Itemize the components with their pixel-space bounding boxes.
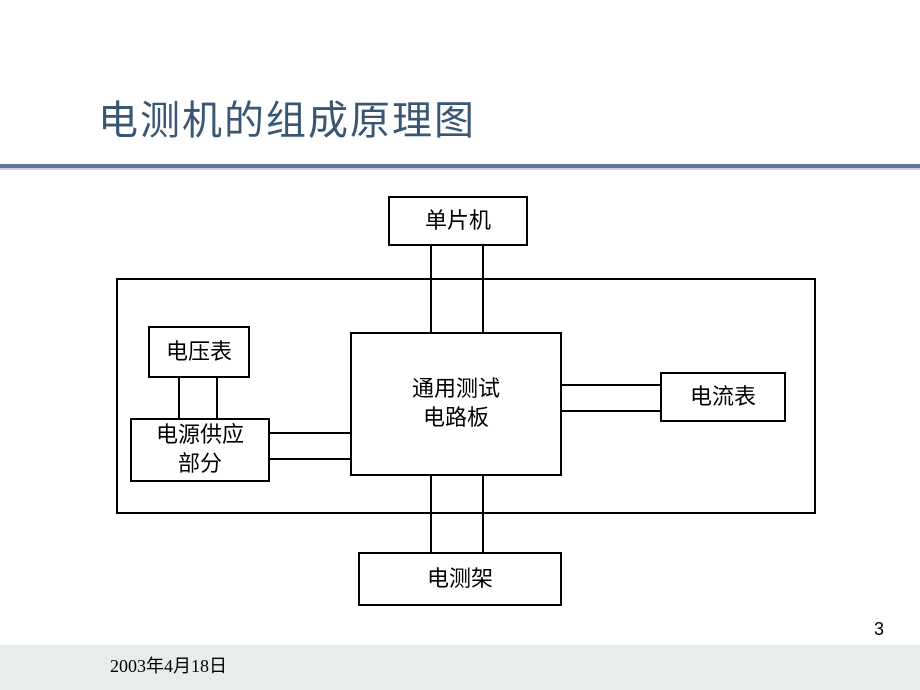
node-ammeter: 电流表: [660, 372, 786, 422]
node-utb: 通用测试 电路板: [350, 332, 562, 476]
edge-utb-rack-1: [430, 476, 432, 552]
node-mcu: 单片机: [388, 196, 528, 246]
node-utb-label: 通用测试 电路板: [412, 375, 500, 432]
node-mcu-label: 单片机: [425, 207, 491, 236]
edge-voltmeter-psu-1: [178, 378, 180, 418]
edge-voltmeter-psu-2: [216, 378, 218, 418]
node-psu-label: 电源供应 部分: [156, 421, 244, 478]
footer-date: 2003年4月18日: [110, 652, 227, 678]
node-ammeter-label: 电流表: [690, 383, 756, 412]
edge-mcu-utb-1: [430, 246, 432, 332]
edge-utb-ammeter-1: [562, 384, 660, 386]
edge-psu-utb-2: [270, 458, 350, 460]
slide-number: 3: [874, 619, 884, 640]
node-rack-label: 电测架: [427, 565, 493, 594]
node-psu: 电源供应 部分: [130, 418, 270, 482]
node-voltmeter: 电压表: [148, 326, 250, 378]
edge-utb-rack-2: [482, 476, 484, 552]
node-rack: 电测架: [358, 552, 562, 606]
edge-mcu-utb-2: [482, 246, 484, 332]
edge-utb-ammeter-2: [562, 410, 660, 412]
edge-psu-utb-1: [270, 432, 350, 434]
node-voltmeter-label: 电压表: [166, 338, 232, 367]
diagram-canvas: 单片机 电压表 电源供应 部分 通用测试 电路板 电流表 电测架: [0, 0, 920, 690]
